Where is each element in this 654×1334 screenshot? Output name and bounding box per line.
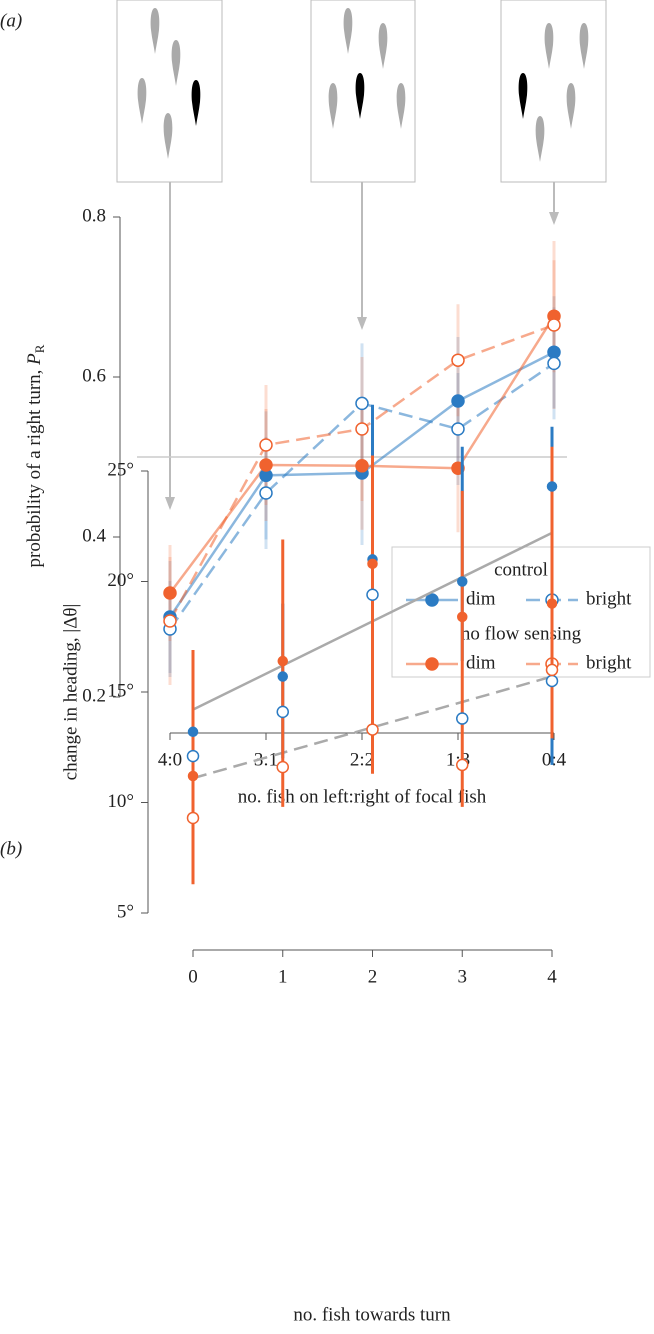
x-tick-label: 0 [188, 966, 198, 987]
y-tick-label: 15° [107, 680, 134, 701]
panel-label: (b) [0, 838, 22, 859]
point [355, 459, 369, 473]
point [186, 811, 200, 825]
x-tick-label: 3:1 [254, 749, 278, 770]
y-tick-label: 25° [107, 459, 134, 480]
point [355, 422, 369, 436]
y-tick-label: 20° [107, 570, 134, 591]
x-axis-label: no. fish towards turn [293, 1304, 451, 1325]
point [187, 726, 199, 738]
legend-label: dim [466, 588, 496, 609]
point [355, 396, 369, 411]
point [277, 655, 288, 667]
panel-label: (a) [0, 10, 22, 31]
point [451, 353, 465, 367]
x-tick-label: 4:0 [158, 749, 182, 770]
x-tick-label: 2 [368, 966, 378, 987]
legend-marker [425, 657, 439, 671]
inset-arrows [165, 182, 559, 510]
point [546, 481, 558, 492]
x-tick-label: 1 [278, 966, 288, 987]
point [456, 712, 469, 725]
point [451, 422, 465, 436]
point [276, 760, 289, 774]
y-tick-label: 0.2 [82, 685, 106, 706]
point [187, 770, 199, 782]
point [259, 458, 273, 472]
point [451, 394, 465, 408]
point [186, 749, 200, 763]
x-tick-label: 0:4 [542, 749, 567, 770]
y-tick-label: 0.4 [82, 525, 106, 546]
y-tick-label: 0.8 [82, 205, 106, 226]
y-axis-label-subscript: R [32, 344, 47, 353]
legend-label: dim [466, 652, 496, 673]
point [366, 723, 379, 736]
y-axis-label-text: probability of a right turn, [24, 365, 45, 568]
legend-title: no flow sensing [461, 623, 582, 644]
legend-label: bright [586, 652, 632, 673]
y-axis-label: probability of a right turn, PR [24, 344, 47, 567]
y-tick-label: 5° [117, 901, 134, 922]
point [366, 588, 379, 602]
point [545, 663, 559, 677]
y-tick-label: 10° [107, 791, 134, 812]
x-tick-label: 2:2 [350, 749, 374, 770]
x-axis-label: no. fish on left:right of focal fish [238, 786, 487, 807]
point [547, 356, 561, 371]
point [457, 611, 468, 623]
y-axis-label: change in heading, |Δθ| [60, 604, 81, 781]
legend-title: control [494, 559, 548, 580]
legend-label: bright [586, 588, 632, 609]
point [259, 486, 273, 500]
point [259, 438, 273, 452]
point [163, 586, 177, 600]
point [277, 671, 288, 682]
x-tick-label: 3 [458, 966, 468, 987]
x-tick-label: 4 [547, 966, 557, 987]
point [456, 758, 469, 772]
fish-insets [116, 0, 607, 183]
point [547, 318, 561, 332]
point [367, 558, 378, 570]
point [276, 705, 289, 719]
y-tick-label: 0.6 [82, 365, 106, 386]
y-axis-label-symbol: P [24, 353, 45, 366]
point [163, 614, 177, 628]
point [545, 674, 559, 688]
point [547, 345, 561, 359]
legend-box [391, 546, 651, 678]
legend-marker [425, 593, 439, 607]
point [546, 598, 558, 609]
point [457, 576, 468, 587]
